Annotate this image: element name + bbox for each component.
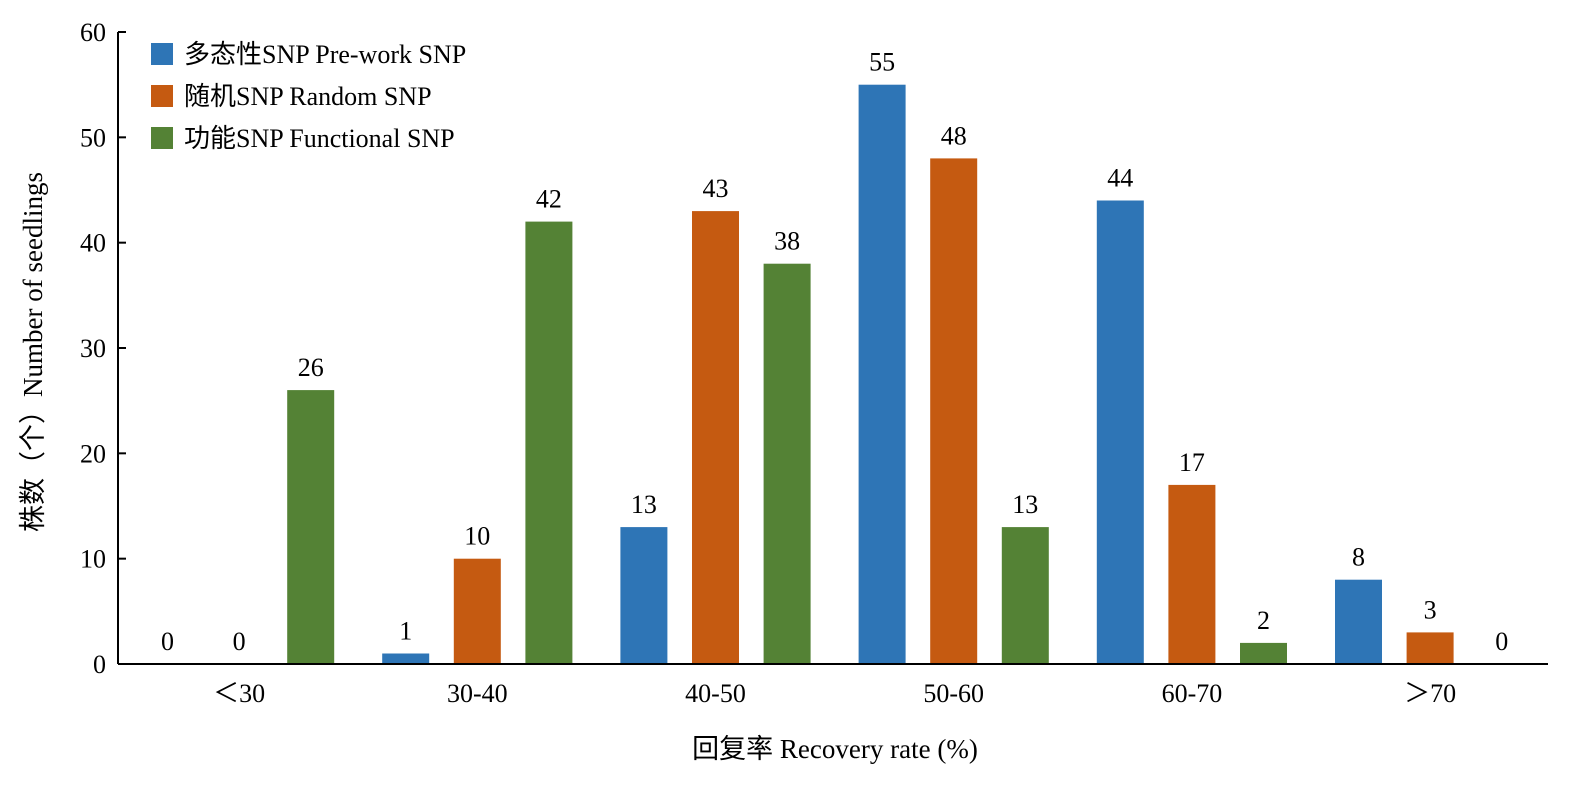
x-tick-label: 50-60 xyxy=(923,679,984,708)
data-label: 2 xyxy=(1257,606,1270,635)
legend-label: 随机SNP Random SNP xyxy=(184,82,432,111)
bar xyxy=(620,527,668,664)
data-label: 0 xyxy=(1495,627,1508,656)
data-label: 0 xyxy=(233,627,246,656)
data-label: 43 xyxy=(703,174,729,203)
y-tick-label: 40 xyxy=(80,229,106,258)
bar xyxy=(1096,200,1144,664)
data-label: 42 xyxy=(536,185,562,214)
legend-swatch xyxy=(151,85,173,107)
data-label: 48 xyxy=(941,121,967,150)
bar xyxy=(1240,642,1287,664)
x-tick-label: 40-50 xyxy=(685,679,746,708)
data-label: 0 xyxy=(161,627,174,656)
bar xyxy=(525,221,573,664)
bars-layer xyxy=(287,84,1454,664)
y-tick-label: 10 xyxy=(80,545,106,574)
data-label: 26 xyxy=(298,353,324,382)
data-label: 13 xyxy=(1012,490,1038,519)
bar xyxy=(763,263,811,664)
data-label: 38 xyxy=(774,227,800,256)
y-tick-label: 50 xyxy=(80,123,106,152)
y-tick-label: 20 xyxy=(80,439,106,468)
y-axis-title: 株数（个）Number of seedlings xyxy=(18,172,48,532)
x-tick-label: 30-40 xyxy=(447,679,508,708)
legend-label: 多态性SNP Pre-work SNP xyxy=(184,40,466,69)
bar xyxy=(1335,579,1382,664)
y-tick-label: 0 xyxy=(93,650,106,679)
data-label: 8 xyxy=(1352,543,1365,572)
data-label: 3 xyxy=(1424,595,1437,624)
bar xyxy=(930,158,978,664)
bar xyxy=(382,653,430,664)
x-tick-label: ＞70 xyxy=(1404,679,1456,708)
legend: 多态性SNP Pre-work SNP 随机SNP Random SNP 功能SNP… xyxy=(151,40,466,153)
bar xyxy=(1406,632,1454,664)
x-tick-label: 60-70 xyxy=(1162,679,1223,708)
legend-swatch xyxy=(151,127,173,149)
bar xyxy=(692,211,739,664)
bar xyxy=(287,390,335,664)
data-label: 55 xyxy=(869,48,895,77)
legend-swatch xyxy=(151,43,173,65)
bar xyxy=(1168,484,1216,664)
data-label: 44 xyxy=(1107,164,1133,193)
bar xyxy=(453,558,501,664)
x-tick-label: ＜30 xyxy=(213,679,265,708)
y-tick-label: 30 xyxy=(80,334,106,363)
bar xyxy=(858,84,906,664)
data-label: 1 xyxy=(399,617,412,646)
data-label: 17 xyxy=(1179,448,1205,477)
legend-label: 功能SNP Functional SNP xyxy=(184,124,455,153)
data-label: 13 xyxy=(631,490,657,519)
x-axis-title: 回复率 Recovery rate (%) xyxy=(692,734,978,764)
data-label: 10 xyxy=(464,522,490,551)
y-tick-label: 60 xyxy=(80,18,106,47)
bar xyxy=(1001,527,1049,664)
data-labels-layer: 0 0 26 1 10 42 13 43 38 55 48 13 44 17 2 8 3 0 xyxy=(161,48,1508,656)
